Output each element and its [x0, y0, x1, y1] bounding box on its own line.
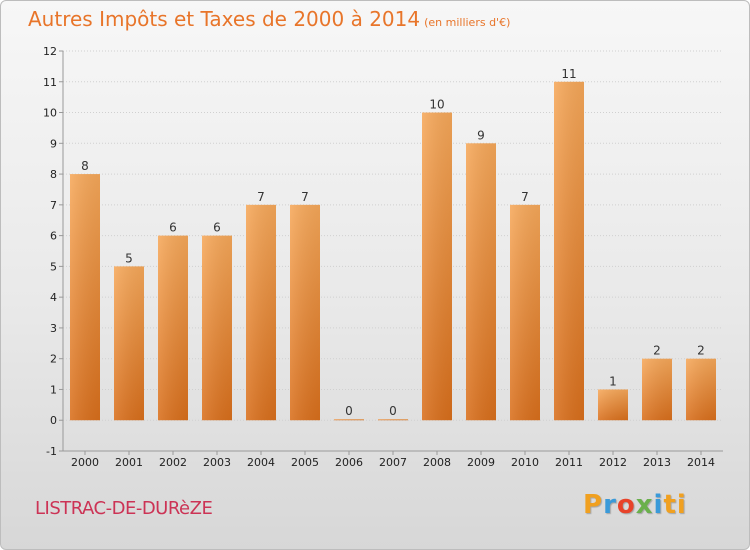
proxiti-logo: Proxiti [583, 490, 687, 520]
data-label: 2 [697, 344, 705, 358]
y-tick-label: 5 [50, 260, 57, 273]
bar-shade [510, 204, 540, 421]
y-tick-label: 3 [50, 322, 57, 335]
bar-shade [334, 419, 364, 421]
y-tick-label: 6 [50, 230, 57, 243]
data-label: 10 [429, 98, 444, 112]
x-tick-label: 2006 [335, 456, 363, 469]
data-label: 0 [345, 404, 353, 418]
bar-shade [246, 204, 276, 421]
data-label: 8 [81, 159, 89, 173]
y-tick-label: 12 [43, 45, 57, 58]
chart-unit-label: (en milliers d'€) [424, 16, 511, 29]
x-tick-label: 2005 [291, 456, 319, 469]
x-tick-label: 2014 [687, 456, 715, 469]
x-tick-label: 2000 [71, 456, 99, 469]
logo-letter: x [635, 490, 654, 520]
bar-shade [554, 81, 584, 421]
y-tick-label: 4 [50, 291, 57, 304]
y-tick-label: 1 [50, 383, 57, 396]
bar-shade [466, 143, 496, 421]
bar-shade [114, 266, 144, 421]
data-label: 2 [653, 344, 661, 358]
x-tick-label: 2013 [643, 456, 671, 469]
logo-letter: P [583, 490, 604, 520]
x-axis: 2000 2001 2002 2003 2004 2005 2006 2007 2008 2009… [63, 450, 723, 469]
logo-letter: i [653, 490, 664, 520]
data-label: 1 [609, 374, 617, 388]
y-tick-label: -1 [46, 445, 57, 458]
bar-shade [290, 204, 320, 421]
y-tick-label: 9 [50, 137, 57, 150]
y-tick-label: 2 [50, 353, 57, 366]
logo-letter: r [603, 490, 617, 520]
x-tick-label: 2004 [247, 456, 275, 469]
y-tick-label: 8 [50, 168, 57, 181]
y-tick-label: 11 [43, 76, 57, 89]
data-label: 7 [521, 190, 529, 204]
bar-shade [598, 389, 628, 421]
x-tick-label: 2011 [555, 456, 583, 469]
data-label: 9 [477, 128, 485, 142]
x-tick-label: 2010 [511, 456, 539, 469]
data-label: 11 [561, 67, 576, 81]
x-tick-label: 2002 [159, 456, 187, 469]
chart-title: Autres Impôts et Taxes de 2000 à 2014 (en… [28, 7, 510, 31]
x-tick-label: 2012 [599, 456, 627, 469]
data-label: 5 [125, 251, 133, 265]
data-label: 6 [169, 221, 177, 235]
x-tick-label: 2001 [115, 456, 143, 469]
data-label: 6 [213, 221, 221, 235]
commune-name: LISTRAC-DE-DURèZE [35, 498, 213, 519]
y-tick-label: 10 [43, 107, 57, 120]
y-tick-label: 0 [50, 414, 57, 427]
bar-shade [70, 174, 100, 421]
bars [70, 81, 716, 421]
bar-shade [158, 235, 188, 421]
bar-shade [642, 358, 672, 421]
data-label: 7 [301, 190, 309, 204]
logo-letter: t [663, 490, 677, 520]
logo-letter: o [616, 490, 636, 520]
bar-shade [202, 235, 232, 421]
bar-shade [422, 112, 452, 421]
y-tick-label: 7 [50, 199, 57, 212]
x-tick-label: 2003 [203, 456, 231, 469]
x-tick-label: 2007 [379, 456, 407, 469]
x-tick-label: 2008 [423, 456, 451, 469]
x-tick-label: 2009 [467, 456, 495, 469]
logo-letter: i [676, 490, 687, 520]
bar-shade [686, 358, 716, 421]
data-label: 0 [389, 404, 397, 418]
chart-title-text: Autres Impôts et Taxes de 2000 à 2014 [28, 7, 421, 31]
bar-shade [378, 419, 408, 421]
data-label: 7 [257, 190, 265, 204]
